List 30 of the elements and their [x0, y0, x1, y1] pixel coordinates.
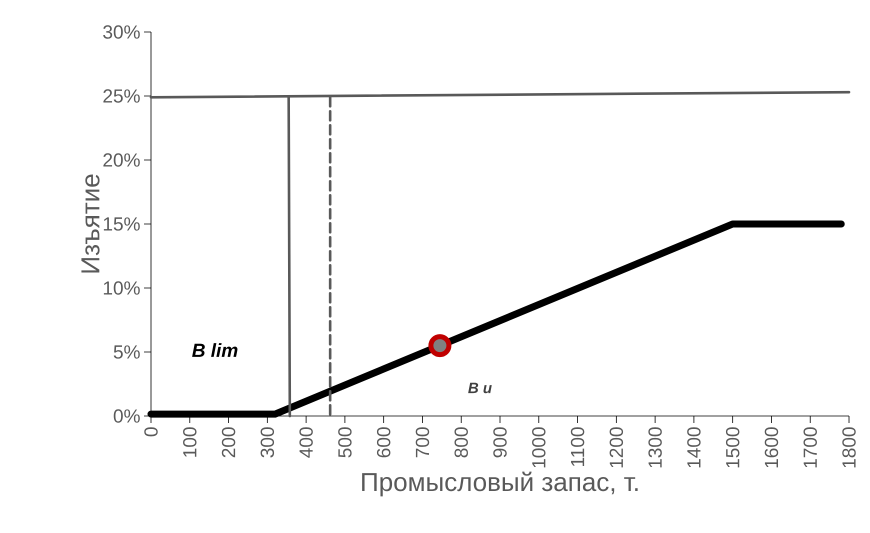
x-tick-label: 1700: [804, 427, 817, 468]
x-tick-label: 1200: [610, 427, 624, 468]
x-tick-label: 600: [376, 427, 390, 458]
y-axis-title: Изъятие: [81, 174, 100, 272]
x-tick-label: 1800: [842, 427, 856, 468]
x-tick-label: 700: [416, 427, 430, 458]
x-axis-title: Промысловый запас, т.: [362, 472, 638, 496]
x-tick-label: 900: [493, 427, 507, 458]
x-tick-label: 200: [222, 427, 236, 458]
x-tick-label: 300: [260, 427, 274, 458]
x-tick-label: 0: [144, 427, 158, 436]
x-tick-label: 500: [338, 427, 352, 458]
y-tick-label: 20%: [103, 153, 140, 167]
x-tick-label: 100: [183, 427, 197, 457]
x-tick-label: 800: [454, 427, 468, 458]
x-tick-label: 1600: [764, 427, 778, 468]
y-tick-label: 15%: [104, 217, 140, 231]
x-tick-label: 1000: [532, 427, 546, 468]
x-tick-label: 1400: [687, 427, 701, 468]
annotation: B u: [468, 382, 492, 394]
annotation: B lim: [192, 343, 238, 357]
y-tick-label: 0%: [114, 409, 140, 423]
x-tick-label: 400: [299, 427, 313, 458]
x-tick-label: 1100: [570, 427, 584, 466]
y-tick-label: 25%: [103, 89, 140, 103]
x-tick-label: 1300: [648, 427, 662, 468]
x-tick-label: 1500: [726, 427, 740, 468]
y-tick-label: 5%: [114, 345, 140, 359]
y-tick-label: 30%: [103, 25, 140, 39]
y-tick-label: 10%: [104, 281, 140, 295]
